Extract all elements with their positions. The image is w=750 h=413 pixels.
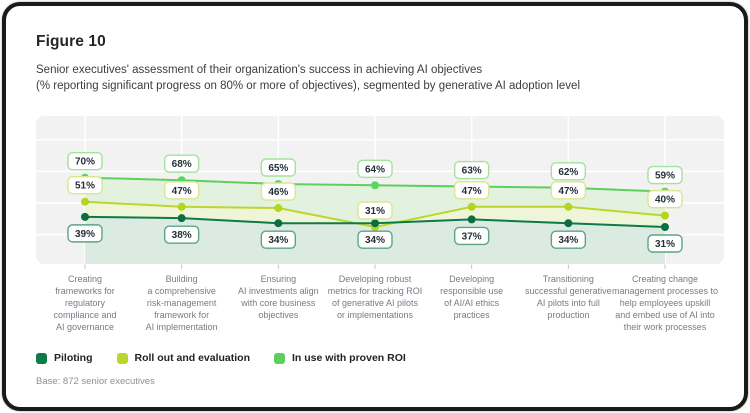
value-label: 62% (558, 167, 578, 178)
legend-item: In use with proven ROI (274, 352, 406, 364)
data-point (177, 214, 186, 223)
line-chart: 70% 68% 65% 64% 63% 62% 59% 51% 47% 46% 31% 47% 47% 4… (36, 116, 724, 269)
value-label: 39% (75, 229, 95, 240)
value-label: 47% (462, 186, 482, 197)
value-label: 68% (172, 159, 192, 170)
data-point (661, 223, 670, 232)
data-point (81, 212, 89, 221)
data-point (177, 202, 186, 211)
x-axis-label: Creating change management processes to … (611, 274, 719, 333)
value-label-box (550, 230, 587, 249)
data-point (81, 197, 89, 206)
figure-label: Figure 10 (36, 33, 106, 50)
value-label: 70% (75, 157, 95, 168)
x-axis-label: Transitioning successful generative AI p… (525, 274, 612, 321)
value-label: 34% (365, 235, 385, 246)
value-label-box (357, 230, 393, 249)
value-label-box (453, 226, 490, 246)
value-label-box (453, 181, 490, 200)
value-label-box (647, 189, 683, 209)
value-label-box (550, 181, 587, 200)
x-axis-label: Ensuring AI investments align with core … (238, 274, 319, 321)
value-label-box (67, 224, 103, 243)
value-label: 40% (655, 195, 675, 206)
legend-label: Piloting (54, 352, 93, 364)
data-point (467, 215, 476, 224)
value-label-box (67, 176, 103, 195)
legend-label: Roll out and evaluation (134, 352, 251, 364)
data-point (564, 202, 573, 211)
value-label-box (260, 182, 297, 201)
value-label: 65% (268, 163, 288, 174)
data-point (274, 219, 283, 228)
value-label-box (357, 159, 393, 178)
data-point (564, 219, 573, 228)
value-label: 64% (365, 164, 385, 175)
value-label-box (67, 151, 103, 171)
value-label: 51% (75, 181, 95, 192)
legend-item: Piloting (36, 352, 93, 364)
data-point (467, 202, 476, 211)
legend-swatch (274, 352, 286, 364)
value-label: 34% (268, 235, 288, 246)
value-label-box (647, 234, 683, 253)
value-label: 46% (268, 187, 288, 198)
legend-swatch (116, 352, 128, 364)
value-label: 59% (655, 171, 675, 182)
value-label: 31% (365, 206, 385, 217)
x-axis-label: Developing robust metrics for tracking R… (327, 274, 423, 321)
figure-subtitle: Senior executives' assessment of their o… (36, 64, 580, 93)
data-point (274, 204, 283, 213)
value-label: 38% (172, 230, 192, 241)
value-label-box (550, 162, 587, 181)
value-label-box (357, 201, 393, 220)
x-axis-label: Developing responsible use of AI/AI ethi… (440, 274, 504, 321)
legend-swatch (36, 352, 47, 364)
value-label-box (260, 158, 297, 177)
value-label-box (453, 160, 490, 180)
x-axis-label: Building a comprehensive risk-management… (145, 274, 218, 333)
value-label-box (163, 225, 200, 244)
value-label: 34% (558, 235, 578, 246)
legend: Piloting Roll out and evaluation In use wi… (36, 352, 406, 364)
value-label: 31% (655, 239, 675, 250)
legend-label: In use with proven ROI (292, 352, 406, 364)
value-label-box (163, 154, 200, 173)
legend-item: Roll out and evaluation (116, 352, 251, 364)
value-label: 37% (462, 231, 482, 242)
value-label: 47% (558, 186, 578, 197)
data-point (661, 211, 670, 220)
value-label-box (260, 230, 297, 249)
value-label-box (647, 165, 683, 185)
value-label-box (163, 181, 200, 200)
x-axis-label: Creating frameworks for regulatory compl… (53, 274, 117, 333)
data-point (371, 219, 380, 228)
value-label: 47% (172, 186, 192, 197)
base-note: Base: 872 senior executives (36, 376, 155, 387)
data-point (371, 181, 380, 190)
value-label: 63% (462, 166, 482, 177)
